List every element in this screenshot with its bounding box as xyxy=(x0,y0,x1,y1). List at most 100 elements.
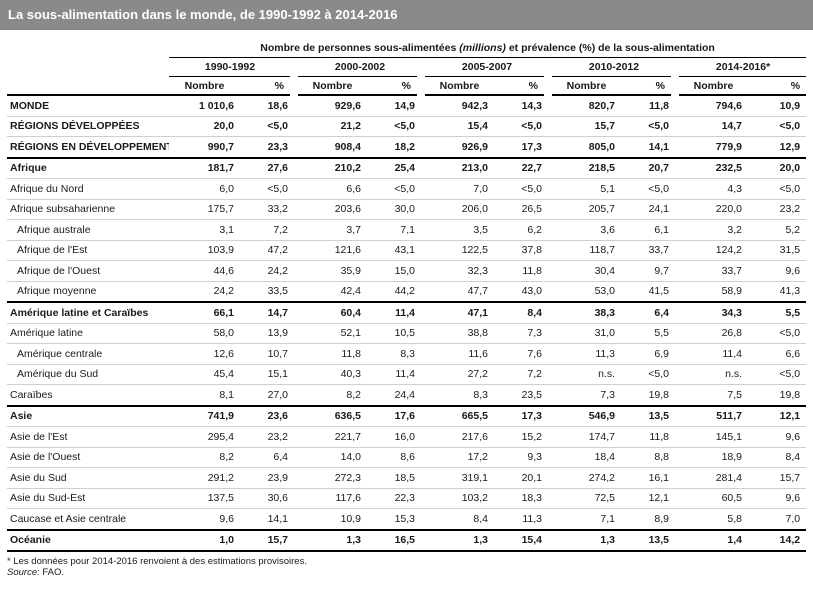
prevalence-cell: 6,9 xyxy=(621,343,675,365)
period-header: 2005-2007 xyxy=(421,57,548,77)
count-cell: 511,7 xyxy=(675,404,748,427)
prevalence-cell: 12,9 xyxy=(748,136,807,158)
table-footer: * Les données pour 2014-2016 renvoient à… xyxy=(7,556,813,578)
count-cell: 11,6 xyxy=(421,343,494,365)
prevalence-cell: 33,5 xyxy=(240,281,294,303)
prevalence-cell: 6,1 xyxy=(621,219,675,241)
table-row: Asie de l'Ouest 8,2 6,4 14,0 8,6 17,2 9,3 18,4 8… xyxy=(7,447,807,468)
prevalence-cell: 15,7 xyxy=(240,528,294,552)
count-cell: 6,0 xyxy=(169,178,240,200)
prevalence-cell: <5,0 xyxy=(240,178,294,200)
prevalence-cell: 23,2 xyxy=(748,199,807,220)
prevalence-cell: 25,4 xyxy=(367,156,421,179)
prevalence-cell: 8,6 xyxy=(367,447,421,468)
table-row: Afrique du Nord 6,0 <5,0 6,6 <5,0 7,0 <5,0 5,1 <… xyxy=(7,178,807,200)
prevalence-cell: 9,7 xyxy=(621,260,675,282)
prevalence-cell: 24,2 xyxy=(240,260,294,282)
count-cell: 8,4 xyxy=(421,508,494,530)
prevalence-cell: 6,4 xyxy=(240,447,294,468)
prevalence-cell: 22,7 xyxy=(494,156,548,179)
count-cell: 820,7 xyxy=(548,94,621,117)
count-cell: 21,2 xyxy=(294,116,367,137)
count-cell: 35,9 xyxy=(294,260,367,282)
prevalence-cell: 23,9 xyxy=(240,467,294,489)
count-cell: 53,0 xyxy=(548,281,621,303)
count-cell: n.s. xyxy=(675,364,748,385)
count-cell: 26,8 xyxy=(675,323,748,344)
percent-column-header: % xyxy=(748,76,807,95)
prevalence-cell: 12,1 xyxy=(748,404,807,427)
table-row: Asie du Sud 291,2 23,9 272,3 18,5 319,1 20,1 27… xyxy=(7,467,807,489)
prevalence-cell: 37,8 xyxy=(494,240,548,261)
count-cell: 12,6 xyxy=(169,343,240,365)
nombre-column-header: Nombre xyxy=(290,76,367,95)
prevalence-cell: <5,0 xyxy=(367,116,421,137)
prevalence-cell: <5,0 xyxy=(621,364,675,385)
prevalence-cell: 10,5 xyxy=(367,323,421,344)
prevalence-cell: <5,0 xyxy=(240,116,294,137)
region-name: Amérique latine et Caraïbes xyxy=(7,301,169,324)
count-cell: 1 010,6 xyxy=(169,94,240,117)
prevalence-cell: 13,5 xyxy=(621,528,675,552)
prevalence-cell: 20,7 xyxy=(621,156,675,179)
count-cell: 24,2 xyxy=(169,281,240,303)
region-name: Afrique de l'Ouest xyxy=(7,260,169,282)
count-cell: 137,5 xyxy=(169,488,240,509)
prevalence-cell: 5,5 xyxy=(621,323,675,344)
count-cell: 908,4 xyxy=(294,136,367,158)
count-cell: 32,3 xyxy=(421,260,494,282)
count-cell: 779,9 xyxy=(675,136,748,158)
count-cell: 14,0 xyxy=(294,447,367,468)
percent-column-header: % xyxy=(367,76,421,95)
count-cell: 174,7 xyxy=(548,426,621,448)
count-cell: 217,6 xyxy=(421,426,494,448)
prevalence-cell: 44,2 xyxy=(367,281,421,303)
count-cell: 11,4 xyxy=(675,343,748,365)
prevalence-cell: <5,0 xyxy=(367,178,421,200)
count-cell: 38,3 xyxy=(548,301,621,324)
prevalence-cell: 19,8 xyxy=(621,384,675,406)
count-cell: 206,0 xyxy=(421,199,494,220)
region-name: Amérique latine xyxy=(7,323,169,344)
table-row: Afrique moyenne 24,2 33,5 42,4 44,2 47,7 43,0 5… xyxy=(7,281,807,303)
count-cell: 319,1 xyxy=(421,467,494,489)
nombre-column-header: Nombre xyxy=(169,76,240,95)
region-name: Afrique xyxy=(7,156,169,179)
prevalence-cell: 27,0 xyxy=(240,384,294,406)
prevalence-cell: 30,6 xyxy=(240,488,294,509)
prevalence-cell: 8,9 xyxy=(621,508,675,530)
prevalence-cell: 5,2 xyxy=(748,219,807,241)
prevalence-cell: 15,7 xyxy=(748,467,807,489)
prevalence-cell: 26,5 xyxy=(494,199,548,220)
prevalence-cell: 14,1 xyxy=(240,508,294,530)
prevalence-cell: 9,6 xyxy=(748,426,807,448)
count-cell: 175,7 xyxy=(169,199,240,220)
count-cell: 14,7 xyxy=(675,116,748,137)
prevalence-cell: 33,7 xyxy=(621,240,675,261)
count-cell: 44,6 xyxy=(169,260,240,282)
count-cell: 15,7 xyxy=(548,116,621,137)
prevalence-cell: 17,3 xyxy=(494,136,548,158)
prevalence-cell: 6,4 xyxy=(621,301,675,324)
count-cell: 58,9 xyxy=(675,281,748,303)
prevalence-cell: <5,0 xyxy=(748,364,807,385)
region-name: Afrique de l'Est xyxy=(7,240,169,261)
table-row: Caucase et Asie centrale 9,6 14,1 10,9 15,3 8… xyxy=(7,508,807,530)
prevalence-cell: 15,3 xyxy=(367,508,421,530)
region-name: Asie du Sud-Est xyxy=(7,488,169,509)
count-cell: 4,3 xyxy=(675,178,748,200)
count-cell: 1,3 xyxy=(294,528,367,552)
prevalence-cell: 18,3 xyxy=(494,488,548,509)
count-cell: 274,2 xyxy=(548,467,621,489)
table-row: Caraïbes 8,1 27,0 8,2 24,4 8,3 23,5 7,3 19,8 7,5 1… xyxy=(7,384,807,406)
prevalence-cell: 27,6 xyxy=(240,156,294,179)
table-main-header: Nombre de personnes sous-alimentées (mil… xyxy=(260,42,715,54)
prevalence-cell: 41,3 xyxy=(748,281,807,303)
table-row: Asie du Sud-Est 137,5 30,6 117,6 22,3 103,2 18… xyxy=(7,488,807,509)
count-cell: 5,8 xyxy=(675,508,748,530)
count-cell: 1,4 xyxy=(675,528,748,552)
prevalence-cell: 7,1 xyxy=(367,219,421,241)
count-cell: 942,3 xyxy=(421,94,494,117)
prevalence-cell: 24,1 xyxy=(621,199,675,220)
count-cell: 205,7 xyxy=(548,199,621,220)
